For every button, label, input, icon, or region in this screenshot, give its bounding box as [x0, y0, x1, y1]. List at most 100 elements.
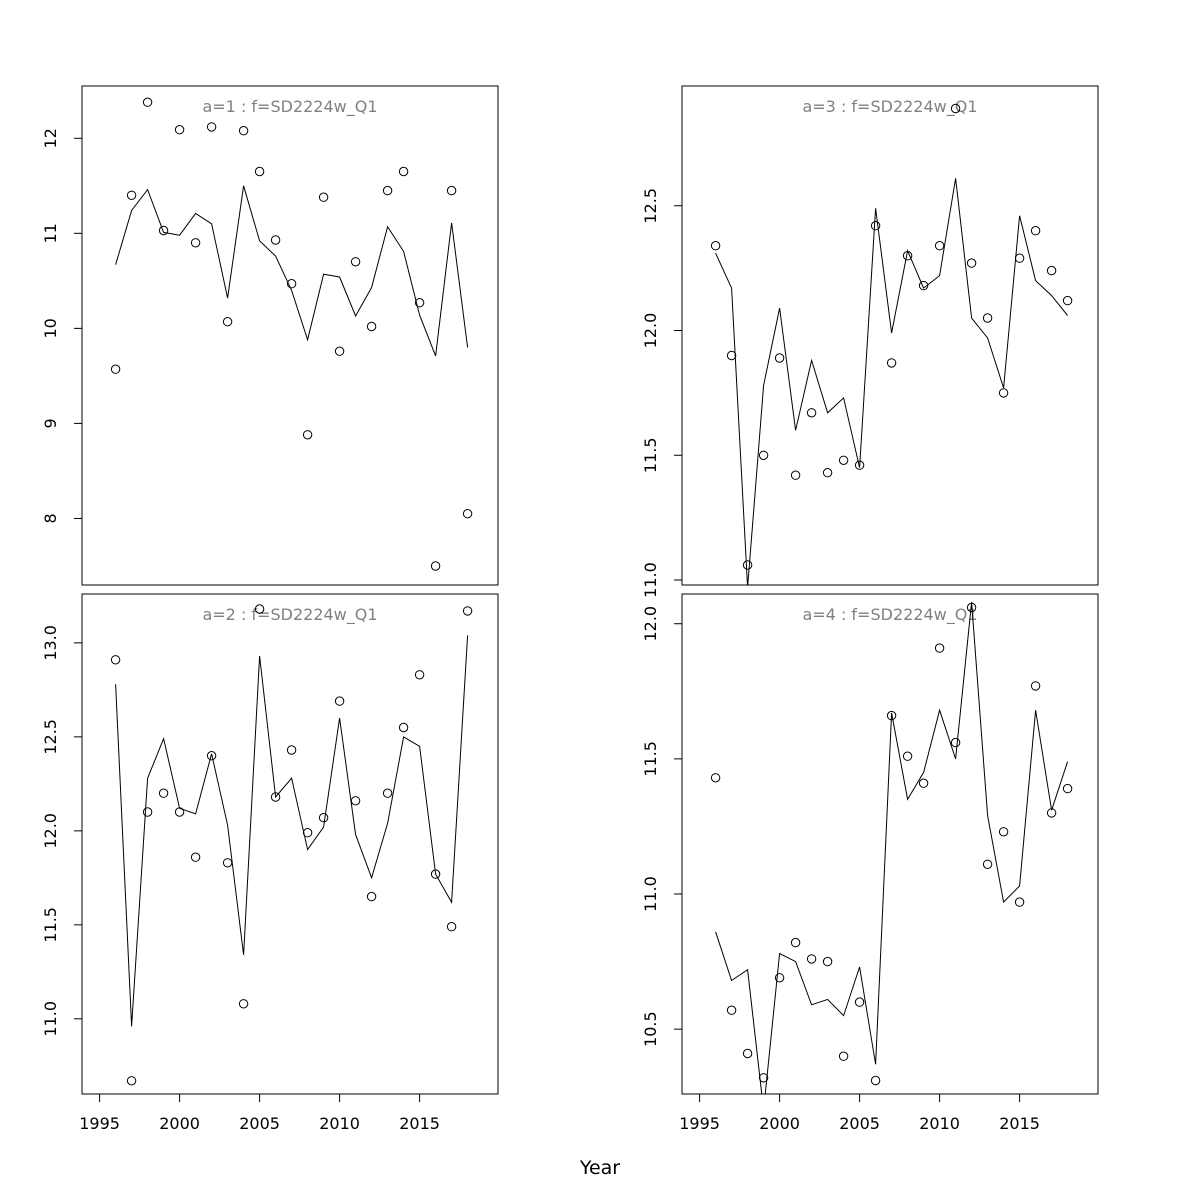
observed-point: [174, 125, 185, 135]
observed-point: [822, 956, 833, 967]
observed-point: [982, 859, 993, 869]
y-tick-label: 11: [41, 223, 60, 243]
observed-point: [806, 954, 817, 964]
y-tick-label: 13.0: [41, 625, 60, 661]
x-tick-label: 2000: [159, 1114, 200, 1133]
observed-point: [446, 185, 457, 196]
x-tick-label: 2010: [919, 1114, 960, 1133]
panel-a1: a=1 : f=SD2224w_Q1 8 9 10 11 12: [41, 85, 499, 586]
observed-point: [110, 655, 121, 665]
observed-point: [190, 852, 201, 862]
observed-point: [950, 737, 961, 748]
observed-point: [1030, 226, 1041, 236]
observed-point: [302, 430, 313, 440]
observed-point: [430, 561, 441, 571]
observed-point: [446, 922, 457, 932]
observed-point: [966, 258, 977, 268]
observed-point: [710, 773, 721, 783]
panel-a2: a=2 : f=SD2224w_Q1 11.0 11.5 12.0 12.5 13.0 19…: [41, 593, 499, 1133]
observed-point: [902, 751, 913, 761]
y-tick-label: 10.5: [641, 1011, 660, 1047]
x-tick-label: 2015: [999, 1114, 1040, 1133]
observed-point: [382, 185, 393, 196]
observed-point: [462, 509, 473, 519]
x-tick-label: 1995: [79, 1114, 120, 1133]
y-tick-label: 12.5: [641, 188, 660, 224]
panel-a4: a=4 : f=SD2224w_Q1 10.5 11.0 11.5 12.0 1995 20…: [641, 593, 1099, 1133]
observed-point: [206, 751, 217, 761]
observed-point: [366, 321, 377, 332]
plot-frame: [681, 593, 1099, 1095]
observed-point: [918, 280, 929, 291]
observed-point: [430, 869, 441, 879]
y-tick-label: 11.5: [641, 437, 660, 473]
observed-point: [998, 388, 1009, 398]
observed-point: [238, 999, 249, 1009]
observed-point: [838, 455, 849, 465]
observed-point: [222, 317, 233, 327]
y-tick-label: 12: [41, 128, 60, 148]
y-tick-label: 8: [41, 513, 60, 523]
observed-point: [350, 796, 361, 806]
observed-point: [334, 696, 345, 706]
panel-title: a=3 : f=SD2224w_Q1: [802, 97, 977, 117]
observed-point: [822, 468, 833, 478]
observed-point: [110, 364, 121, 374]
observed-point: [742, 560, 753, 570]
y-tick-label: 11.5: [641, 741, 660, 777]
x-axis-label: Year: [579, 1157, 620, 1179]
y-tick-label: 11.0: [641, 562, 660, 598]
observed-point: [414, 298, 425, 308]
x-tick-label: 2000: [759, 1114, 800, 1133]
y-tick-label: 11.0: [641, 876, 660, 912]
observed-point: [870, 1075, 881, 1086]
observed-point: [1014, 253, 1025, 263]
x-tick-label: 2015: [399, 1114, 440, 1133]
observed-point: [726, 350, 737, 361]
observed-point: [790, 470, 801, 480]
observed-point: [742, 1048, 753, 1059]
x-tick-label: 2005: [839, 1114, 880, 1133]
plot-frame: [681, 85, 1099, 586]
fitted-line: [115, 185, 469, 357]
observed-point: [998, 827, 1009, 837]
observed-point: [790, 937, 801, 948]
observed-point: [1014, 897, 1025, 907]
observed-point: [774, 353, 785, 363]
x-tick-label: 2005: [239, 1114, 280, 1133]
fitted-line: [115, 635, 469, 1027]
observed-point: [934, 241, 945, 251]
panel-title: a=2 : f=SD2224w_Q1: [202, 605, 377, 625]
y-tick-label: 9: [41, 418, 60, 428]
observed-point: [334, 346, 345, 356]
observed-point: [142, 807, 153, 817]
observed-point: [318, 813, 329, 823]
observed-point: [158, 788, 169, 798]
observed-point: [414, 670, 425, 680]
observed-point: [190, 238, 201, 248]
panel-title: a=1 : f=SD2224w_Q1: [202, 97, 377, 117]
plot-frame: [81, 85, 499, 586]
observed-point: [870, 221, 881, 231]
data-layer: [110, 604, 473, 1086]
fitted-line: [715, 602, 1069, 1094]
observed-point: [726, 1005, 737, 1015]
observed-point: [934, 643, 945, 653]
observed-point: [398, 722, 409, 733]
observed-point: [270, 235, 281, 245]
observed-point: [126, 190, 137, 201]
observed-point: [886, 358, 897, 368]
observed-point: [366, 891, 377, 902]
observed-point: [1062, 783, 1073, 794]
observed-point: [318, 192, 329, 202]
observed-point: [1046, 265, 1057, 276]
observed-point: [462, 606, 473, 616]
observed-point: [398, 166, 409, 177]
data-layer: [710, 103, 1073, 585]
observed-point: [158, 225, 169, 236]
observed-point: [982, 313, 993, 323]
observed-point: [774, 973, 785, 983]
y-tick-label: 12.0: [41, 813, 60, 849]
observed-point: [806, 408, 817, 418]
observed-point: [238, 126, 249, 136]
